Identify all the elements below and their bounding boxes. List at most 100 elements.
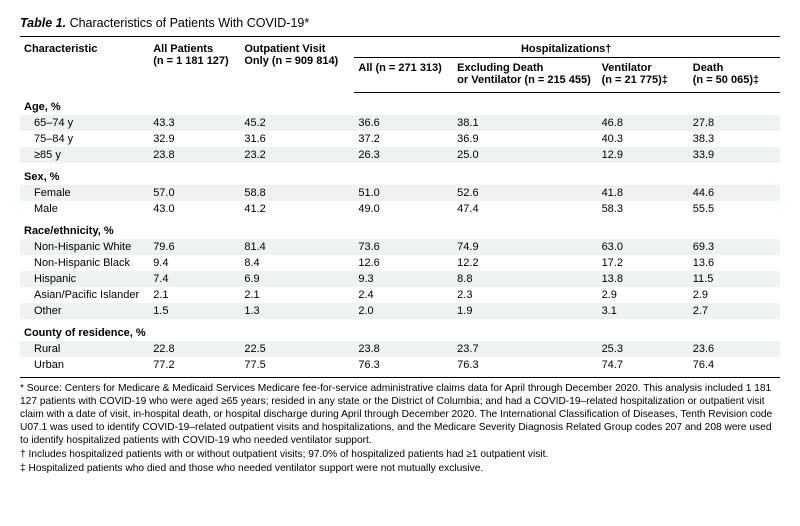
- cell: 27.8: [689, 115, 780, 131]
- cell: 12.2: [453, 255, 597, 271]
- table-row: 65–74 y43.345.236.638.146.827.8: [20, 115, 780, 131]
- row-label: Male: [20, 201, 149, 217]
- col-outpatient: Outpatient VisitOnly (n = 909 814): [240, 37, 354, 93]
- cell: 23.7: [453, 341, 597, 357]
- cell: 81.4: [240, 239, 354, 255]
- row-label: Female: [20, 185, 149, 201]
- col-hospitalizations: Hospitalizations†: [354, 37, 780, 58]
- cell: 73.6: [354, 239, 453, 255]
- cell: 23.2: [240, 147, 354, 163]
- cell: 47.4: [453, 201, 597, 217]
- table-row: Urban77.277.576.376.374.776.4: [20, 357, 780, 378]
- cell: 13.8: [598, 271, 689, 287]
- row-label: Non-Hispanic Black: [20, 255, 149, 271]
- cell: 38.3: [689, 131, 780, 147]
- cell: 8.4: [240, 255, 354, 271]
- row-label: Hispanic: [20, 271, 149, 287]
- table-row: Rural22.822.523.823.725.323.6: [20, 341, 780, 357]
- cell: 37.2: [354, 131, 453, 147]
- table-row: Female57.058.851.052.641.844.6: [20, 185, 780, 201]
- cell: 69.3: [689, 239, 780, 255]
- table-row: Hispanic7.46.99.38.813.811.5: [20, 271, 780, 287]
- row-label: ≥85 y: [20, 147, 149, 163]
- cell: 45.2: [240, 115, 354, 131]
- cell: 43.3: [149, 115, 240, 131]
- footnotes: * Source: Centers for Medicare & Medicai…: [20, 378, 780, 475]
- cell: 25.0: [453, 147, 597, 163]
- cell: 52.6: [453, 185, 597, 201]
- cell: 1.5: [149, 303, 240, 319]
- cell: 40.3: [598, 131, 689, 147]
- cell: 43.0: [149, 201, 240, 217]
- row-label: Asian/Pacific Islander: [20, 287, 149, 303]
- cell: 76.3: [453, 357, 597, 378]
- table-row: Male43.041.249.047.458.355.5: [20, 201, 780, 217]
- cell: 38.1: [453, 115, 597, 131]
- cell: 41.8: [598, 185, 689, 201]
- cell: 2.1: [149, 287, 240, 303]
- cell: 55.5: [689, 201, 780, 217]
- cell: 23.8: [354, 341, 453, 357]
- cell: 58.8: [240, 185, 354, 201]
- cell: 25.3: [598, 341, 689, 357]
- cell: 11.5: [689, 271, 780, 287]
- cell: 26.3: [354, 147, 453, 163]
- footnote: ‡ Hospitalized patients who died and tho…: [20, 462, 780, 475]
- cell: 63.0: [598, 239, 689, 255]
- table-row: Other1.51.32.01.93.12.7: [20, 303, 780, 319]
- table-row: Asian/Pacific Islander2.12.12.42.32.92.9: [20, 287, 780, 303]
- table-row: Non-Hispanic Black9.48.412.612.217.213.6: [20, 255, 780, 271]
- cell: 7.4: [149, 271, 240, 287]
- cell: 51.0: [354, 185, 453, 201]
- cell: 23.6: [689, 341, 780, 357]
- data-table: Characteristic All Patients(n = 1 181 12…: [20, 37, 780, 378]
- section-header: Race/ethnicity, %: [20, 217, 780, 239]
- cell: 2.0: [354, 303, 453, 319]
- cell: 77.2: [149, 357, 240, 378]
- cell: 8.8: [453, 271, 597, 287]
- table-row: Non-Hispanic White79.681.473.674.963.069…: [20, 239, 780, 255]
- cell: 6.9: [240, 271, 354, 287]
- cell: 22.8: [149, 341, 240, 357]
- cell: 3.1: [598, 303, 689, 319]
- cell: 2.3: [453, 287, 597, 303]
- cell: 23.8: [149, 147, 240, 163]
- cell: 36.6: [354, 115, 453, 131]
- table-title-text: Characteristics of Patients With COVID-1…: [66, 16, 309, 30]
- cell: 1.9: [453, 303, 597, 319]
- cell: 9.3: [354, 271, 453, 287]
- cell: 44.6: [689, 185, 780, 201]
- cell: 12.9: [598, 147, 689, 163]
- col-hosp-ventilator: Ventilator(n = 21 775)‡: [598, 58, 689, 93]
- cell: 1.3: [240, 303, 354, 319]
- col-characteristic: Characteristic: [20, 37, 149, 93]
- row-label: Urban: [20, 357, 149, 378]
- cell: 79.6: [149, 239, 240, 255]
- table-title: Table 1. Characteristics of Patients Wit…: [20, 16, 780, 37]
- cell: 2.9: [598, 287, 689, 303]
- col-hosp-all: All (n = 271 313): [354, 58, 453, 93]
- cell: 74.7: [598, 357, 689, 378]
- row-label: Other: [20, 303, 149, 319]
- row-label: 65–74 y: [20, 115, 149, 131]
- cell: 74.9: [453, 239, 597, 255]
- cell: 2.9: [689, 287, 780, 303]
- cell: 76.3: [354, 357, 453, 378]
- cell: 22.5: [240, 341, 354, 357]
- cell: 9.4: [149, 255, 240, 271]
- table-number: Table 1.: [20, 16, 66, 30]
- cell: 12.6: [354, 255, 453, 271]
- cell: 2.7: [689, 303, 780, 319]
- cell: 2.1: [240, 287, 354, 303]
- cell: 2.4: [354, 287, 453, 303]
- row-label: 75–84 y: [20, 131, 149, 147]
- cell: 77.5: [240, 357, 354, 378]
- table-row: ≥85 y23.823.226.325.012.933.9: [20, 147, 780, 163]
- table-row: 75–84 y32.931.637.236.940.338.3: [20, 131, 780, 147]
- cell: 17.2: [598, 255, 689, 271]
- section-header: County of residence, %: [20, 319, 780, 341]
- cell: 49.0: [354, 201, 453, 217]
- col-all-patients: All Patients(n = 1 181 127): [149, 37, 240, 93]
- col-hosp-excluding: Excluding Deathor Ventilator (n = 215 45…: [453, 58, 597, 93]
- cell: 58.3: [598, 201, 689, 217]
